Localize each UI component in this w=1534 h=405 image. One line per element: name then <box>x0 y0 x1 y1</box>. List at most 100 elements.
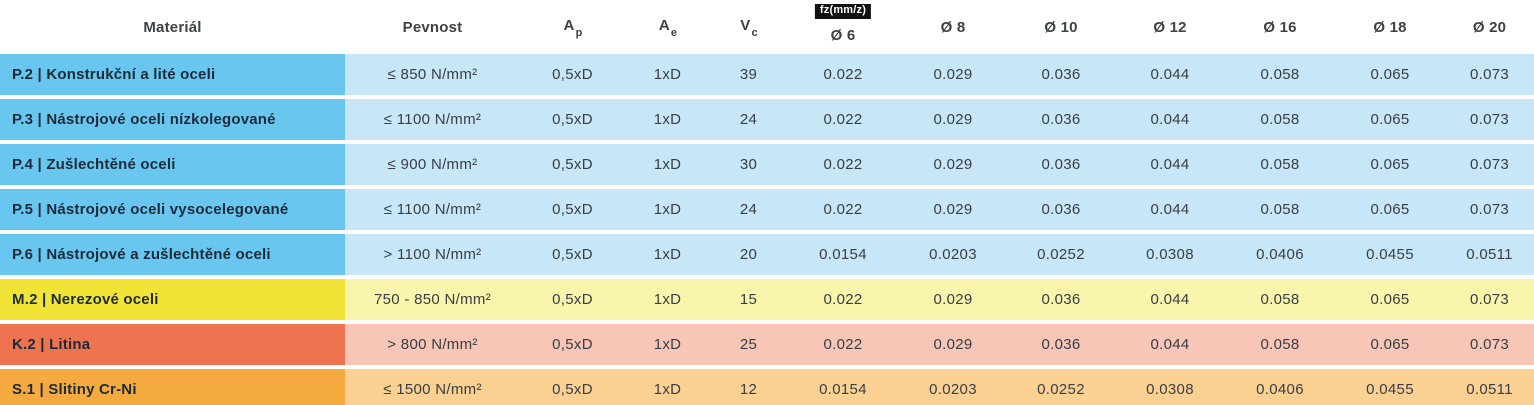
ap-cell: 0,5xD <box>520 54 625 99</box>
pevnost-cell: > 800 N/mm² <box>345 324 520 369</box>
fz-cell-d16: 0.058 <box>1225 189 1335 234</box>
fz-cell-d16: 0.0406 <box>1225 369 1335 405</box>
fz-cell-d18: 0.0455 <box>1335 234 1445 279</box>
table-row: P.2 | Konstrukční a lité oceli ≤ 850 N/mm… <box>0 54 1534 99</box>
fz-cell-d6: 0.022 <box>787 144 899 189</box>
header-row: Materiál Pevnost Ap Ae Vc fz(mm/z) Ø 6 Ø… <box>0 0 1534 54</box>
header-ae: Ae <box>625 0 710 54</box>
header-diameter-6-label: Ø 6 <box>830 26 856 44</box>
fz-cell-d8: 0.029 <box>899 279 1007 324</box>
header-vc-sub: c <box>751 27 758 39</box>
fz-unit-badge: fz(mm/z) <box>814 4 872 19</box>
fz-cell-d6: 0.022 <box>787 189 899 234</box>
material-cell: P.2 | Konstrukční a lité oceli <box>0 54 345 99</box>
fz-cell-d8: 0.029 <box>899 189 1007 234</box>
vc-cell: 39 <box>710 54 787 99</box>
material-cell: P.5 | Nástrojové oceli vysocelegované <box>0 189 345 234</box>
pevnost-cell: ≤ 1100 N/mm² <box>345 189 520 234</box>
ap-cell: 0,5xD <box>520 234 625 279</box>
fz-cell-d10: 0.036 <box>1007 279 1115 324</box>
pevnost-cell: > 1100 N/mm² <box>345 234 520 279</box>
fz-cell-d8: 0.0203 <box>899 369 1007 405</box>
header-diameter-16: Ø 16 <box>1225 0 1335 54</box>
fz-cell-d6: 0.022 <box>787 54 899 99</box>
fz-cell-d16: 0.058 <box>1225 54 1335 99</box>
vc-cell: 20 <box>710 234 787 279</box>
table-row: K.2 | Litina > 800 N/mm² 0,5xD 1xD 25 0.022 0.… <box>0 324 1534 369</box>
fz-cell-d10: 0.036 <box>1007 144 1115 189</box>
ae-cell: 1xD <box>625 189 710 234</box>
material-cell: S.1 | Slitiny Cr-Ni <box>0 369 345 405</box>
table-body: P.2 | Konstrukční a lité oceli ≤ 850 N/mm… <box>0 54 1534 405</box>
ae-cell: 1xD <box>625 234 710 279</box>
fz-cell-d12: 0.044 <box>1115 54 1225 99</box>
fz-cell-d20: 0.073 <box>1445 54 1534 99</box>
ae-cell: 1xD <box>625 279 710 324</box>
fz-cell-d20: 0.073 <box>1445 279 1534 324</box>
ap-cell: 0,5xD <box>520 189 625 234</box>
table-row: P.5 | Nástrojové oceli vysocelegované ≤ 1… <box>0 189 1534 234</box>
fz-cell-d6: 0.0154 <box>787 369 899 405</box>
fz-cell-d20: 0.073 <box>1445 99 1534 144</box>
fz-cell-d18: 0.065 <box>1335 54 1445 99</box>
fz-cell-d18: 0.065 <box>1335 144 1445 189</box>
pevnost-cell: ≤ 850 N/mm² <box>345 54 520 99</box>
header-ap-sub: p <box>575 27 583 39</box>
material-cell: P.3 | Nástrojové oceli nízkolegované <box>0 99 345 144</box>
fz-cell-d12: 0.044 <box>1115 144 1225 189</box>
fz-cell-d10: 0.036 <box>1007 324 1115 369</box>
fz-cell-d16: 0.058 <box>1225 144 1335 189</box>
ae-cell: 1xD <box>625 144 710 189</box>
fz-cell-d6: 0.022 <box>787 324 899 369</box>
header-material: Materiál <box>0 0 345 54</box>
ae-cell: 1xD <box>625 99 710 144</box>
header-diameter-20: Ø 20 <box>1445 0 1534 54</box>
fz-cell-d18: 0.065 <box>1335 279 1445 324</box>
fz-cell-d8: 0.029 <box>899 144 1007 189</box>
table-row: S.1 | Slitiny Cr-Ni ≤ 1500 N/mm² 0,5xD 1xD 1… <box>0 369 1534 405</box>
fz-cell-d20: 0.0511 <box>1445 369 1534 405</box>
header-diameter-8: Ø 8 <box>899 0 1007 54</box>
table-row: P.3 | Nástrojové oceli nízkolegované ≤ 11… <box>0 99 1534 144</box>
fz-cell-d8: 0.0203 <box>899 234 1007 279</box>
fz-cell-d6: 0.0154 <box>787 234 899 279</box>
fz-cell-d18: 0.065 <box>1335 99 1445 144</box>
table-header: Materiál Pevnost Ap Ae Vc fz(mm/z) Ø 6 Ø… <box>0 0 1534 54</box>
ae-cell: 1xD <box>625 324 710 369</box>
header-diameter-12: Ø 12 <box>1115 0 1225 54</box>
header-diameter-6: fz(mm/z) Ø 6 <box>787 0 899 54</box>
fz-cell-d6: 0.022 <box>787 99 899 144</box>
fz-cell-d18: 0.065 <box>1335 189 1445 234</box>
pevnost-cell: ≤ 1100 N/mm² <box>345 99 520 144</box>
fz-cell-d8: 0.029 <box>899 99 1007 144</box>
ap-cell: 0,5xD <box>520 279 625 324</box>
fz-cell-d10: 0.0252 <box>1007 369 1115 405</box>
fz-cell-d18: 0.065 <box>1335 324 1445 369</box>
fz-cell-d10: 0.036 <box>1007 99 1115 144</box>
ae-cell: 1xD <box>625 369 710 405</box>
fz-cell-d20: 0.073 <box>1445 189 1534 234</box>
vc-cell: 25 <box>710 324 787 369</box>
fz-cell-d18: 0.0455 <box>1335 369 1445 405</box>
fz-cell-d20: 0.073 <box>1445 324 1534 369</box>
table-row: M.2 | Nerezové oceli 750 - 850 N/mm² 0,5xD… <box>0 279 1534 324</box>
fz-cell-d16: 0.058 <box>1225 279 1335 324</box>
vc-cell: 30 <box>710 144 787 189</box>
fz-cell-d12: 0.0308 <box>1115 234 1225 279</box>
pevnost-cell: ≤ 900 N/mm² <box>345 144 520 189</box>
header-vc-base: V <box>740 17 751 34</box>
vc-cell: 12 <box>710 369 787 405</box>
header-diameter-18: Ø 18 <box>1335 0 1445 54</box>
ap-cell: 0,5xD <box>520 99 625 144</box>
fz-cell-d6: 0.022 <box>787 279 899 324</box>
material-cell: P.4 | Zušlechtěné oceli <box>0 144 345 189</box>
header-vc: Vc <box>710 0 787 54</box>
header-ae-sub: e <box>670 27 678 39</box>
ap-cell: 0,5xD <box>520 324 625 369</box>
fz-cell-d12: 0.044 <box>1115 189 1225 234</box>
fz-cell-d12: 0.044 <box>1115 279 1225 324</box>
ap-cell: 0,5xD <box>520 144 625 189</box>
fz-cell-d20: 0.073 <box>1445 144 1534 189</box>
header-ap: Ap <box>520 0 625 54</box>
material-cell: P.6 | Nástrojové a zušlechtěné oceli <box>0 234 345 279</box>
